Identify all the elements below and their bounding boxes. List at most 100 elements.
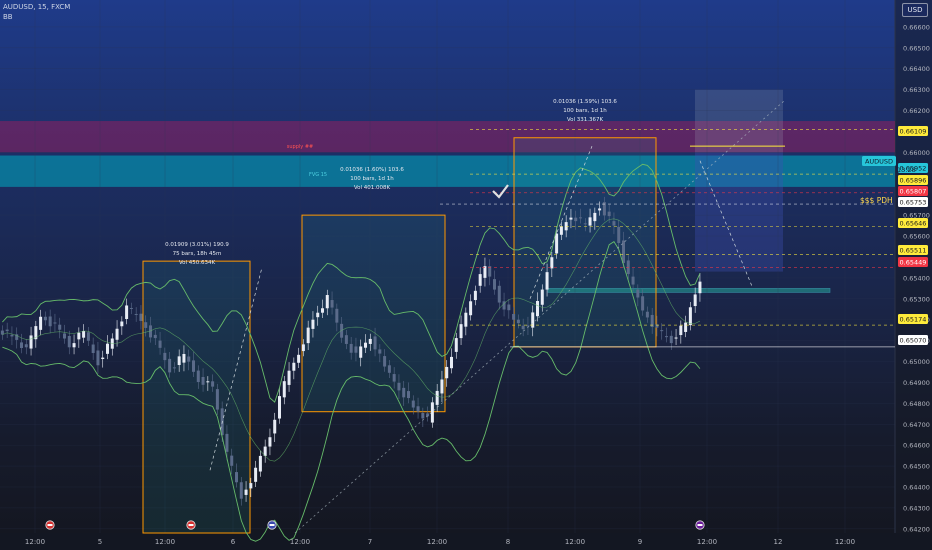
candle-body xyxy=(693,294,697,307)
box1-stats-line-1: 75 bars, 18h 45m xyxy=(173,251,222,257)
candle-body xyxy=(15,334,19,340)
candle-body xyxy=(473,290,477,301)
candle-body xyxy=(469,301,473,316)
price-label-3: 0.65896 xyxy=(900,177,927,185)
measure-boxes-layer xyxy=(142,137,657,534)
candle-body xyxy=(421,412,425,419)
price-label-5: 0.65753 xyxy=(900,199,927,207)
pdh-label: $$$ PDH xyxy=(860,196,893,205)
price-axis-panel[interactable] xyxy=(895,0,932,550)
candle-body xyxy=(660,330,664,332)
price-label-bg-4 xyxy=(898,186,928,196)
price-ticks-layer: 0.66600 0.66500 0.66400 0.66300 0.66200 0.660… xyxy=(903,23,930,533)
price-label-bg-6 xyxy=(898,218,928,228)
candle-body xyxy=(416,406,420,412)
price-tick: 0.64400 xyxy=(903,483,930,491)
candle-body xyxy=(235,472,238,483)
candle-body xyxy=(497,285,501,303)
candle-body xyxy=(316,312,320,318)
checkmark-icon xyxy=(492,184,509,199)
time-tick: 12:00 xyxy=(155,538,175,546)
candle-body xyxy=(435,390,439,405)
candle-body xyxy=(402,387,406,398)
annotation-texts-layer: 0.01909 (3.01%) 190.9 75 bars, 18h 45m Vol… xyxy=(165,99,617,266)
price-label-10: 0.65070 xyxy=(900,337,927,345)
price-label-bg-10 xyxy=(898,335,928,345)
candle-body xyxy=(579,217,582,219)
currency-button[interactable]: USD xyxy=(902,3,928,17)
candle-body xyxy=(679,325,683,336)
candle-body xyxy=(20,342,23,348)
candle-body xyxy=(617,226,621,244)
candle-body xyxy=(72,343,76,348)
candle-body xyxy=(426,413,430,417)
candle-body xyxy=(278,396,281,419)
candle-body xyxy=(540,289,544,305)
candle-body xyxy=(149,325,152,338)
candle-body xyxy=(292,362,296,371)
price-tick: 0.66200 xyxy=(903,107,930,115)
candle-body xyxy=(325,295,329,309)
candle-body xyxy=(349,343,353,353)
supply-zone xyxy=(0,121,895,153)
candle-body xyxy=(665,336,668,338)
target-zone xyxy=(695,89,783,153)
candle-body xyxy=(430,402,434,423)
candle-body xyxy=(206,381,210,383)
candle-body xyxy=(34,326,38,340)
indicator-label[interactable]: BB xyxy=(3,13,13,21)
fvg-zone xyxy=(0,155,895,187)
candle-body xyxy=(297,354,301,363)
candle-body xyxy=(521,325,525,330)
candle-body xyxy=(450,356,453,369)
candle-body xyxy=(258,455,262,472)
candle-body xyxy=(43,316,47,321)
price-label-bg-3 xyxy=(898,175,928,185)
candle-body xyxy=(82,330,86,338)
event-icons-layer xyxy=(45,520,705,530)
candle-body xyxy=(612,221,616,226)
time-axis-panel[interactable] xyxy=(0,533,932,550)
projection-3 xyxy=(699,160,753,287)
candle-body xyxy=(383,356,387,367)
price-label-bg-0 xyxy=(898,126,928,136)
candle-body xyxy=(378,349,382,354)
candle-body xyxy=(5,329,9,332)
price-tick: 0.64500 xyxy=(903,463,930,471)
candle-body xyxy=(602,202,606,216)
candle-body xyxy=(583,223,587,225)
candle-body xyxy=(344,335,348,344)
candle-body xyxy=(655,324,659,328)
support-zone xyxy=(547,288,831,293)
price-tick: 0.64200 xyxy=(903,525,930,533)
candle-body xyxy=(249,483,253,489)
candle-body xyxy=(192,360,195,372)
candle-body xyxy=(58,324,62,330)
measure-box-fill-2 xyxy=(302,215,445,412)
candle-body xyxy=(254,467,258,482)
candle-body xyxy=(354,346,358,353)
price-labels-layer: 0.66109 AUDUSD 0.65952 0.65896 0.65807 0.6575… xyxy=(862,126,928,345)
zone-red-label: supply ## xyxy=(287,144,313,150)
candle-body xyxy=(306,327,310,344)
bb-lower-band xyxy=(2,241,701,542)
candle-body xyxy=(330,300,334,308)
symbol-title[interactable]: AUDUSD, 15, FXCM xyxy=(3,3,71,11)
price-label-7: 0.65511 xyxy=(900,247,927,255)
candle-body xyxy=(144,322,148,328)
candle-body xyxy=(86,332,90,341)
box2-stats-line-2: Vol 401.008K xyxy=(354,185,391,191)
candle-body xyxy=(39,316,43,330)
price-tick: 0.65300 xyxy=(903,295,930,303)
candle-body xyxy=(29,335,33,349)
time-tick: 8 xyxy=(506,538,510,546)
candle-body xyxy=(669,335,673,344)
box2-stats-line-0: 0.01036 (1.60%) 103.6 xyxy=(340,167,404,173)
candle-body xyxy=(120,321,124,327)
candle-body xyxy=(77,332,81,340)
candle-body xyxy=(0,330,4,335)
candle-body xyxy=(139,313,143,321)
candle-body xyxy=(335,308,339,323)
box1-stats-line-2: Vol 450.634K xyxy=(179,260,216,266)
